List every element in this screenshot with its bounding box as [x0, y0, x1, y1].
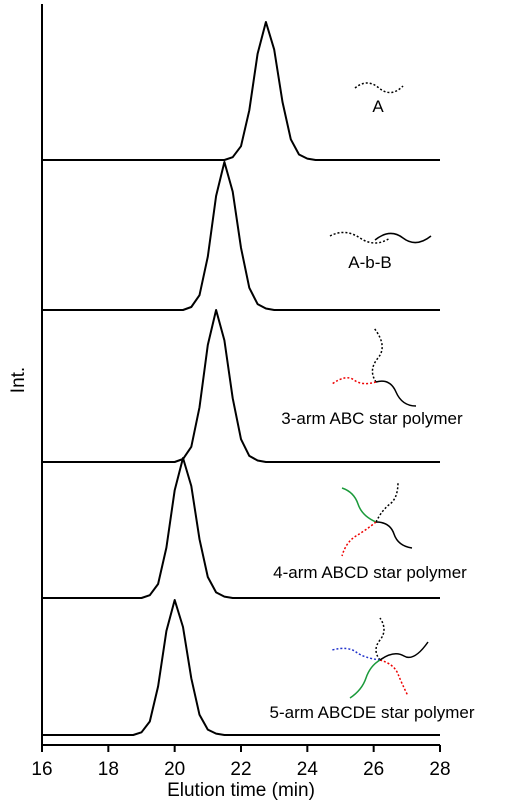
x-tick-label: 24	[297, 759, 319, 780]
x-tick-label: 26	[363, 759, 384, 780]
trace	[42, 457, 440, 599]
icon-5-e	[379, 641, 429, 661]
icons	[329, 82, 432, 699]
icon-ab-a	[329, 231, 391, 244]
trace	[42, 599, 440, 736]
y-axis-label: Int.	[8, 367, 29, 393]
trace-label: A-b-B	[348, 253, 391, 272]
icon-4-a	[375, 481, 399, 523]
trace-label: 4-arm ABCD star polymer	[273, 563, 467, 582]
trace-label: 3-arm ABC star polymer	[281, 409, 463, 428]
x-tick-label: 18	[98, 759, 119, 780]
trace-label: 5-arm ABCDE star polymer	[270, 703, 475, 722]
x-tick-label: 22	[230, 759, 251, 780]
icon-5-b	[331, 647, 381, 661]
trace	[42, 21, 440, 161]
icon-5-a	[375, 617, 385, 661]
x-tick-label: 28	[429, 759, 450, 780]
icon-3-a	[371, 327, 383, 383]
icon-4-b	[341, 487, 377, 523]
icon-3-b	[331, 377, 377, 385]
x-axis-label: Elution time (min)	[167, 780, 315, 801]
x-tick-label: 20	[164, 759, 185, 780]
trace	[42, 161, 440, 311]
icon-5-c	[349, 659, 381, 699]
icon-ab-b	[374, 232, 432, 244]
x-tick-label: 16	[31, 759, 52, 780]
trace	[42, 309, 440, 463]
icon-4-c	[341, 521, 377, 557]
icon-a	[354, 82, 404, 94]
icon-5-d	[379, 659, 409, 697]
icon-4-d	[375, 521, 413, 549]
trace-label: A	[372, 97, 384, 116]
icon-3-c	[375, 380, 417, 407]
